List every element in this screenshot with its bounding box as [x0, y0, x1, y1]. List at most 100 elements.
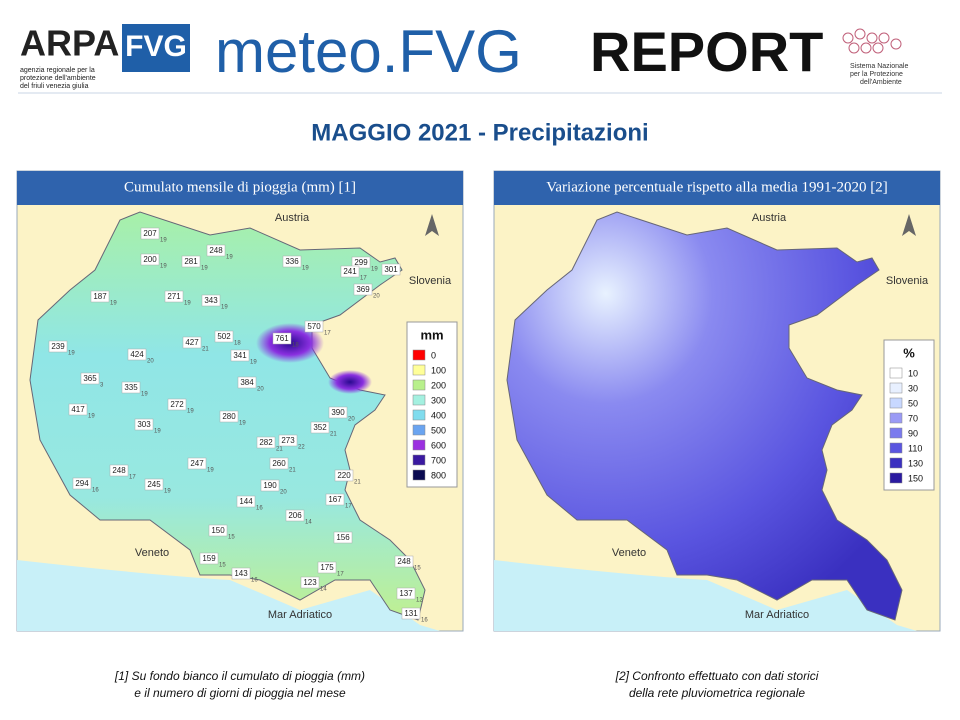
station-box: [272, 332, 292, 345]
station-value: 175: [320, 563, 334, 572]
place-label: Slovenia: [409, 275, 452, 287]
agency-line: agenzia regionale per la: [20, 67, 95, 74]
station-days: 12: [416, 598, 423, 604]
station-value: 200: [143, 255, 157, 264]
legend-label: 150: [908, 473, 923, 483]
station-days: 19: [88, 414, 95, 420]
station-value: 187: [93, 292, 107, 301]
station-box: [340, 265, 360, 278]
station-box: [187, 457, 207, 470]
station-box: [80, 372, 100, 385]
legend-swatch: [412, 379, 426, 391]
station-value: 247: [190, 459, 204, 468]
station-value: 260: [272, 459, 286, 468]
station-box: [237, 376, 257, 389]
station-box: [300, 576, 320, 589]
station-days: 16: [421, 618, 428, 624]
station-days: 21: [330, 432, 337, 438]
station-days: 17: [345, 504, 352, 510]
place-label: Veneto: [612, 547, 646, 559]
station-box: [328, 406, 348, 419]
station-days: 3: [100, 383, 104, 389]
legend-label: 500: [431, 425, 446, 435]
station-days: 19: [160, 264, 167, 270]
station-value: 273: [281, 436, 295, 445]
legend-label: 30: [908, 383, 918, 393]
caption: [1] Su fondo bianco il cumulato di piogg…: [114, 669, 365, 683]
station-days: 19: [184, 301, 191, 307]
logo-box: [122, 24, 190, 72]
station-box: [121, 381, 141, 394]
legend-label: 100: [431, 365, 446, 375]
legend-label: 110: [908, 443, 922, 453]
station-days: 16: [251, 578, 258, 584]
station-box: [72, 477, 92, 490]
legend-swatch: [889, 472, 903, 484]
station-value: 150: [211, 526, 225, 535]
legend-label: 800: [431, 470, 446, 480]
station-days: 21: [289, 468, 296, 474]
station-value: 570: [307, 322, 321, 331]
station-box: [256, 436, 276, 449]
place-label: Austria: [752, 212, 787, 224]
max-area: [328, 370, 372, 394]
station-box: [401, 607, 421, 620]
station-value: 220: [337, 471, 351, 480]
legend-swatch: [889, 397, 903, 409]
legend-swatch: [412, 424, 426, 436]
sea: [17, 560, 440, 631]
logo-box-text: FVG: [125, 30, 187, 63]
station-days: 20: [147, 359, 154, 365]
station-days: 19: [68, 351, 75, 357]
station-box: [182, 336, 202, 349]
station-value: 294: [75, 479, 89, 488]
legend-label: 10: [908, 368, 918, 378]
station-value: 248: [209, 246, 223, 255]
station-box: [201, 294, 221, 307]
station-value: 156: [336, 533, 350, 542]
station-days: 20: [373, 294, 380, 300]
station-days: 15: [228, 535, 235, 541]
legend-label: 600: [431, 440, 446, 450]
station-box: [206, 244, 226, 257]
snpa-line: per la Protezione: [850, 71, 903, 78]
station-box: [351, 256, 371, 269]
station-value: 341: [233, 351, 247, 360]
station-value: 417: [71, 405, 85, 414]
station-box: [109, 464, 129, 477]
station-days: 15: [414, 566, 421, 572]
legend-swatch: [412, 439, 426, 451]
panel-header: [494, 171, 940, 205]
legend-swatch: [889, 367, 903, 379]
station-days: 19: [239, 421, 246, 427]
legend-swatch: [889, 457, 903, 469]
legend-label: 400: [431, 410, 446, 420]
station-days: 19: [221, 305, 228, 311]
station-box: [140, 227, 160, 240]
station-value: 131: [404, 609, 418, 618]
snpa-line: Sistema Nazionale: [850, 63, 908, 70]
place-label: Mar Adriatico: [268, 609, 332, 621]
station-box: [334, 469, 354, 482]
place-label: Veneto: [135, 547, 169, 559]
station-box: [282, 255, 302, 268]
station-days: 22: [298, 445, 305, 451]
station-box: [325, 493, 345, 506]
station-value: 352: [313, 423, 327, 432]
logo-text: ARPA: [20, 23, 119, 64]
station-days: 17: [129, 475, 136, 481]
station-value: 301: [384, 265, 398, 274]
station-box: [68, 403, 88, 416]
station-value: 299: [354, 258, 368, 267]
station-box: [199, 552, 219, 565]
station-days: 19: [110, 301, 117, 307]
station-box: [144, 478, 164, 491]
station-box: [236, 495, 256, 508]
station-box: [219, 410, 239, 423]
legend-swatch: [412, 364, 426, 376]
station-value: 271: [167, 292, 181, 301]
station-value: 137: [399, 589, 413, 598]
legend-label: 50: [908, 398, 918, 408]
panel-header: [17, 171, 463, 205]
station-days: 21: [276, 447, 283, 453]
